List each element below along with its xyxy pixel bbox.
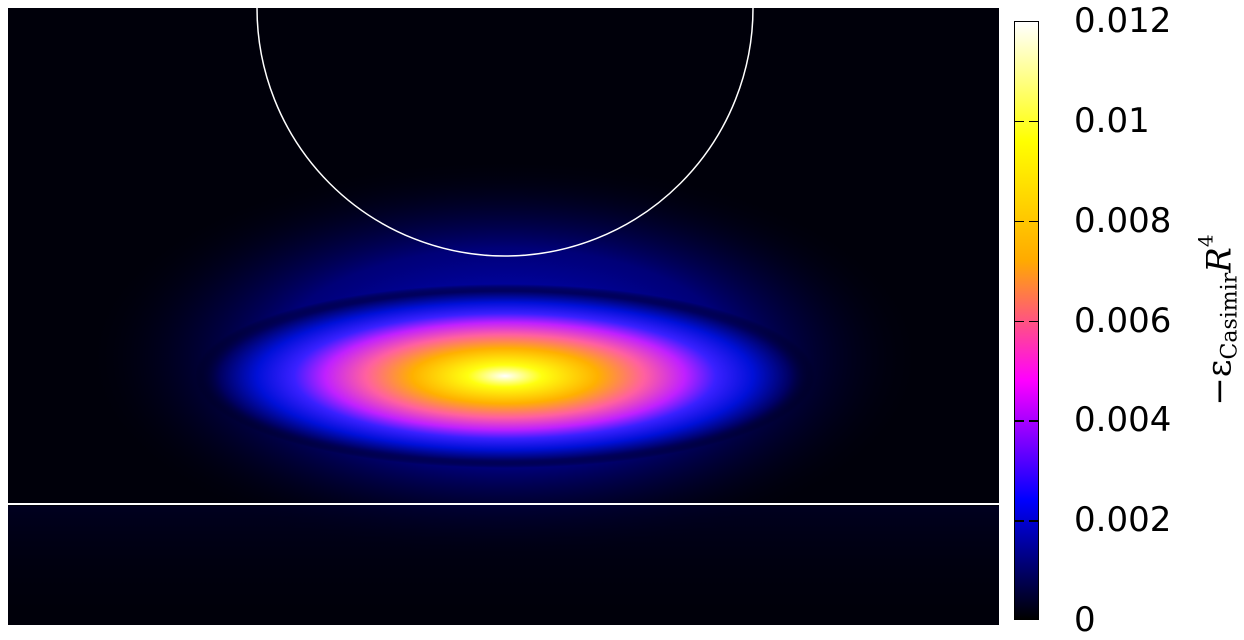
sphere-boundary: [256, 8, 754, 257]
colorbar-tick-label: 0.012: [1074, 1, 1172, 41]
colorbar-tick-label: 0.004: [1074, 400, 1172, 441]
colorbar-tick-mark: [1029, 220, 1039, 223]
colorbar-label: −εCasimirR4: [1194, 234, 1243, 405]
colorbar-tick-mark: [1029, 420, 1039, 422]
colorbar-tick-mark: [1014, 320, 1024, 322]
heatmap-svg: [8, 8, 999, 625]
colorbar-label-prefix: −ε: [1199, 359, 1240, 406]
colorbar-tick-mark: [1029, 320, 1039, 322]
colorbar-tick-mark: [1014, 520, 1024, 522]
colorbar-tick-label: 0.008: [1074, 200, 1172, 241]
colorbar-tick-mark: [1014, 420, 1024, 422]
colorbar-tick-mark: [1029, 120, 1039, 123]
heatmap-hotspot: [195, 284, 815, 468]
heatmap-plot-area: [8, 8, 999, 625]
colorbar-tick-label: 0.01: [1074, 100, 1150, 141]
colorbar-tick-mark: [1014, 120, 1024, 123]
colorbar-label-variable: R: [1199, 247, 1240, 273]
colorbar-tick-mark: [1014, 220, 1024, 223]
colorbar-tick-label: 0.006: [1074, 300, 1172, 341]
colorbar-tick-mark: [1029, 520, 1039, 522]
colorbar-tick-label: 0: [1074, 600, 1096, 640]
colorbar-tick-label: 0.002: [1074, 500, 1172, 541]
colorbar-label-superscript: 4: [1193, 234, 1218, 248]
colorbar-label-subscript: Casimir: [1217, 272, 1243, 360]
heatmap-below-plate: [8, 506, 999, 625]
